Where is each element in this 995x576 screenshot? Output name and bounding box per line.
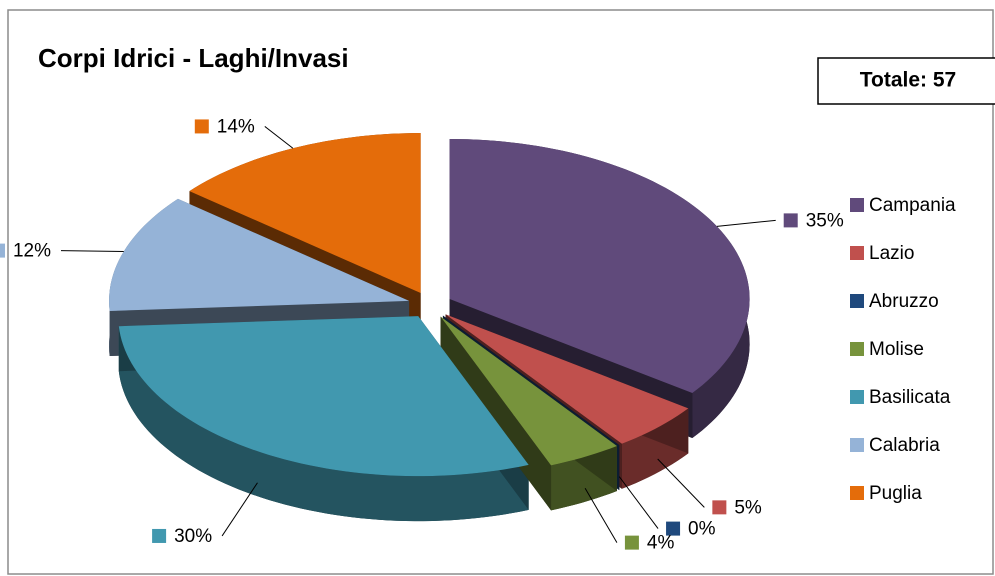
legend-swatch bbox=[850, 294, 864, 308]
slice bbox=[118, 316, 529, 477]
label-marker bbox=[666, 521, 681, 536]
data-label: 0% bbox=[688, 519, 716, 540]
label-marker bbox=[152, 528, 167, 543]
slice bbox=[440, 316, 617, 466]
legend-label: Campania bbox=[869, 195, 956, 216]
label-marker bbox=[624, 535, 639, 550]
data-label: 30% bbox=[174, 526, 212, 547]
legend-swatch bbox=[850, 198, 864, 212]
leader-line bbox=[716, 219, 776, 227]
legend-label: Molise bbox=[869, 339, 924, 360]
slice bbox=[445, 314, 689, 444]
data-label: 4% bbox=[647, 533, 675, 554]
chart-title: Corpi Idrici - Laghi/Invasi bbox=[38, 43, 349, 73]
leader-line bbox=[221, 482, 258, 537]
label-marker bbox=[194, 119, 209, 134]
legend-swatch bbox=[850, 438, 864, 452]
legend-swatch bbox=[850, 246, 864, 260]
legend-label: Calabria bbox=[869, 435, 940, 456]
legend-label: Lazio bbox=[869, 243, 914, 264]
data-label: 14% bbox=[217, 116, 255, 137]
label-marker bbox=[712, 500, 727, 515]
leader-line bbox=[657, 458, 705, 508]
label-marker bbox=[783, 213, 798, 228]
legend-label: Puglia bbox=[869, 483, 922, 504]
leader-line bbox=[60, 250, 124, 252]
label-marker bbox=[0, 243, 5, 258]
data-label: 5% bbox=[734, 497, 762, 518]
leader-line bbox=[618, 476, 659, 529]
legend-label: Abruzzo bbox=[869, 291, 939, 312]
total-box bbox=[817, 57, 995, 105]
slice bbox=[449, 139, 750, 394]
legend-swatch bbox=[850, 342, 864, 356]
data-label: 12% bbox=[13, 241, 51, 262]
total-label: Totale: 57 bbox=[860, 69, 956, 92]
slice-side bbox=[118, 326, 529, 522]
legend-swatch bbox=[850, 486, 864, 500]
legend-swatch bbox=[850, 390, 864, 404]
slice bbox=[109, 198, 410, 311]
legend-label: Basilicata bbox=[869, 387, 951, 408]
slice bbox=[189, 133, 421, 294]
leader-line bbox=[264, 126, 294, 149]
data-label: 35% bbox=[806, 210, 844, 231]
leader-line bbox=[584, 488, 618, 543]
